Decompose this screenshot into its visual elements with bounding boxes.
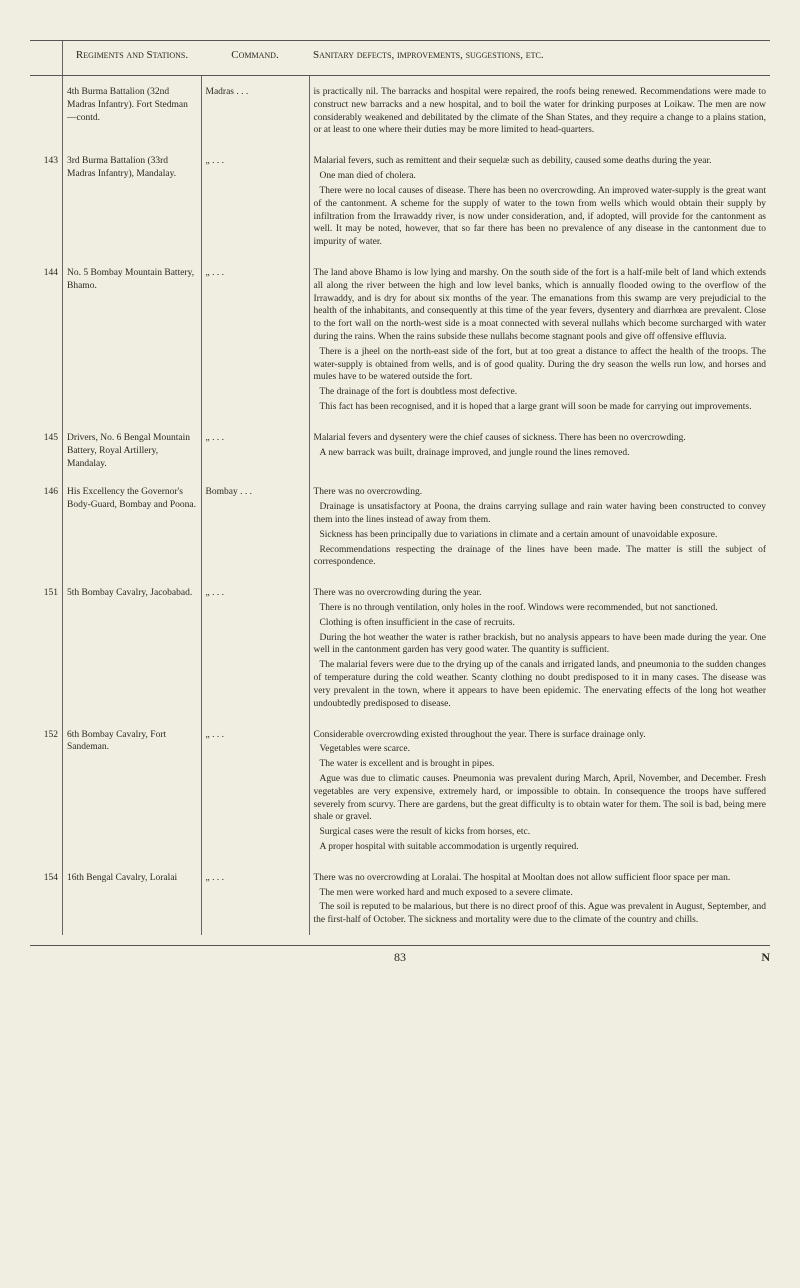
regiment-cell: 6th Bombay Cavalry, Fort Sandeman.	[63, 719, 202, 862]
command-cell: Bombay . . .	[201, 476, 309, 577]
sanitary-paragraph: Recommendations respecting the drainage …	[314, 544, 767, 570]
sanitary-paragraph: Ague was due to climatic causes. Pneumon…	[314, 773, 767, 824]
sanitary-paragraph: The malarial fevers were due to the dryi…	[314, 659, 767, 710]
page-footer: 83 N	[30, 945, 770, 965]
sanitary-cell: Considerable overcrowding existed throug…	[309, 719, 770, 862]
col-command: Command.	[201, 41, 309, 76]
regiment-cell: His Excellency the Governor's Body-Guard…	[63, 476, 202, 577]
regiment-cell: 4th Burma Battalion (32nd Madras Infantr…	[63, 76, 202, 146]
command-cell: „ . . .	[201, 422, 309, 476]
table-row: 145Drivers, No. 6 Bengal Mountain Batter…	[30, 422, 770, 476]
sanitary-paragraph: There is a jheel on the north-east side …	[314, 346, 767, 384]
sanitary-cell: The land above Bhamo is low lying and ma…	[309, 257, 770, 422]
sanitary-paragraph: There was no overcrowding.	[314, 486, 767, 499]
row-number: 154	[30, 862, 63, 935]
sanitary-paragraph: Vegetables were scarce.	[314, 743, 767, 756]
command-cell: „ . . .	[201, 257, 309, 422]
sanitary-paragraph: There was no overcrowding at Loralai. Th…	[314, 872, 767, 885]
signature-letter: N	[730, 950, 770, 965]
header-row: Regiments and Stations. Command. Sanitar…	[30, 41, 770, 76]
table-row: 1526th Bombay Cavalry, Fort Sandeman.„ .…	[30, 719, 770, 862]
sanitary-paragraph: One man died of cholera.	[314, 170, 767, 183]
page-number: 83	[70, 950, 730, 965]
table-row: 144No. 5 Bombay Mountain Battery, Bhamo.…	[30, 257, 770, 422]
sanitary-paragraph: A new barrack was built, drainage improv…	[314, 447, 767, 460]
sanitary-paragraph: The drainage of the fort is doubtless mo…	[314, 386, 767, 399]
row-number: 143	[30, 145, 63, 257]
row-number: 151	[30, 577, 63, 718]
row-number: 146	[30, 476, 63, 577]
sanitary-paragraph: Drainage is unsatisfactory at Poona, the…	[314, 501, 767, 527]
sanitary-paragraph: During the hot weather the water is rath…	[314, 632, 767, 658]
sanitary-report-table: Regiments and Stations. Command. Sanitar…	[30, 40, 770, 935]
sanitary-paragraph: The land above Bhamo is low lying and ma…	[314, 267, 767, 344]
sanitary-paragraph: Malarial fevers and dysentery were the c…	[314, 432, 767, 445]
sanitary-paragraph: The men were worked hard and much expose…	[314, 887, 767, 900]
sanitary-paragraph: A proper hospital with suitable accommod…	[314, 841, 767, 854]
regiment-cell: Drivers, No. 6 Bengal Mountain Battery, …	[63, 422, 202, 476]
table-body: 4th Burma Battalion (32nd Madras Infantr…	[30, 76, 770, 936]
row-number	[30, 76, 63, 146]
col-num	[30, 41, 63, 76]
regiment-cell: 16th Bengal Cavalry, Loralai	[63, 862, 202, 935]
command-cell: Madras . . .	[201, 76, 309, 146]
sanitary-paragraph: The soil is reputed to be malarious, but…	[314, 901, 767, 927]
regiment-cell: 3rd Burma Battalion (33rd Madras Infantr…	[63, 145, 202, 257]
sanitary-paragraph: Considerable overcrowding existed throug…	[314, 729, 767, 742]
document-page: Regiments and Stations. Command. Sanitar…	[0, 0, 800, 1288]
row-number: 144	[30, 257, 63, 422]
row-number: 145	[30, 422, 63, 476]
sanitary-cell: There was no overcrowding during the yea…	[309, 577, 770, 718]
regiment-cell: No. 5 Bombay Mountain Battery, Bhamo.	[63, 257, 202, 422]
sanitary-paragraph: Clothing is often insufficient in the ca…	[314, 617, 767, 630]
sanitary-cell: Malarial fevers and dysentery were the c…	[309, 422, 770, 476]
sanitary-cell: There was no overcrowding. Drainage is un…	[309, 476, 770, 577]
sanitary-paragraph: There was no overcrowding during the yea…	[314, 587, 767, 600]
table-row: 4th Burma Battalion (32nd Madras Infantr…	[30, 76, 770, 146]
sanitary-paragraph: There is no through ventilation, only ho…	[314, 602, 767, 615]
regiment-cell: 5th Bombay Cavalry, Jacobabad.	[63, 577, 202, 718]
sanitary-paragraph: is practically nil. The barracks and hos…	[314, 86, 767, 137]
sanitary-paragraph: Sickness has been principally due to var…	[314, 529, 767, 542]
sanitary-paragraph: The water is excellent and is brought in…	[314, 758, 767, 771]
command-cell: „ . . .	[201, 145, 309, 257]
command-cell: „ . . .	[201, 577, 309, 718]
row-number: 152	[30, 719, 63, 862]
table-row: 1433rd Burma Battalion (33rd Madras Infa…	[30, 145, 770, 257]
sanitary-paragraph: Malarial fevers, such as remittent and t…	[314, 155, 767, 168]
col-regiment: Regiments and Stations.	[63, 41, 202, 76]
table-row: 1515th Bombay Cavalry, Jacobabad.„ . . .…	[30, 577, 770, 718]
col-sanitary: Sanitary defects, improvements, suggesti…	[309, 41, 770, 76]
sanitary-cell: Malarial fevers, such as remittent and t…	[309, 145, 770, 257]
command-cell: „ . . .	[201, 862, 309, 935]
sanitary-cell: There was no overcrowding at Loralai. Th…	[309, 862, 770, 935]
command-cell: „ . . .	[201, 719, 309, 862]
sanitary-cell: is practically nil. The barracks and hos…	[309, 76, 770, 146]
sanitary-paragraph: There were no local causes of disease. T…	[314, 185, 767, 249]
sanitary-paragraph: This fact has been recognised, and it is…	[314, 401, 767, 414]
table-row: 15416th Bengal Cavalry, Loralai„ . . .Th…	[30, 862, 770, 935]
table-row: 146His Excellency the Governor's Body-Gu…	[30, 476, 770, 577]
sanitary-paragraph: Surgical cases were the result of kicks …	[314, 826, 767, 839]
